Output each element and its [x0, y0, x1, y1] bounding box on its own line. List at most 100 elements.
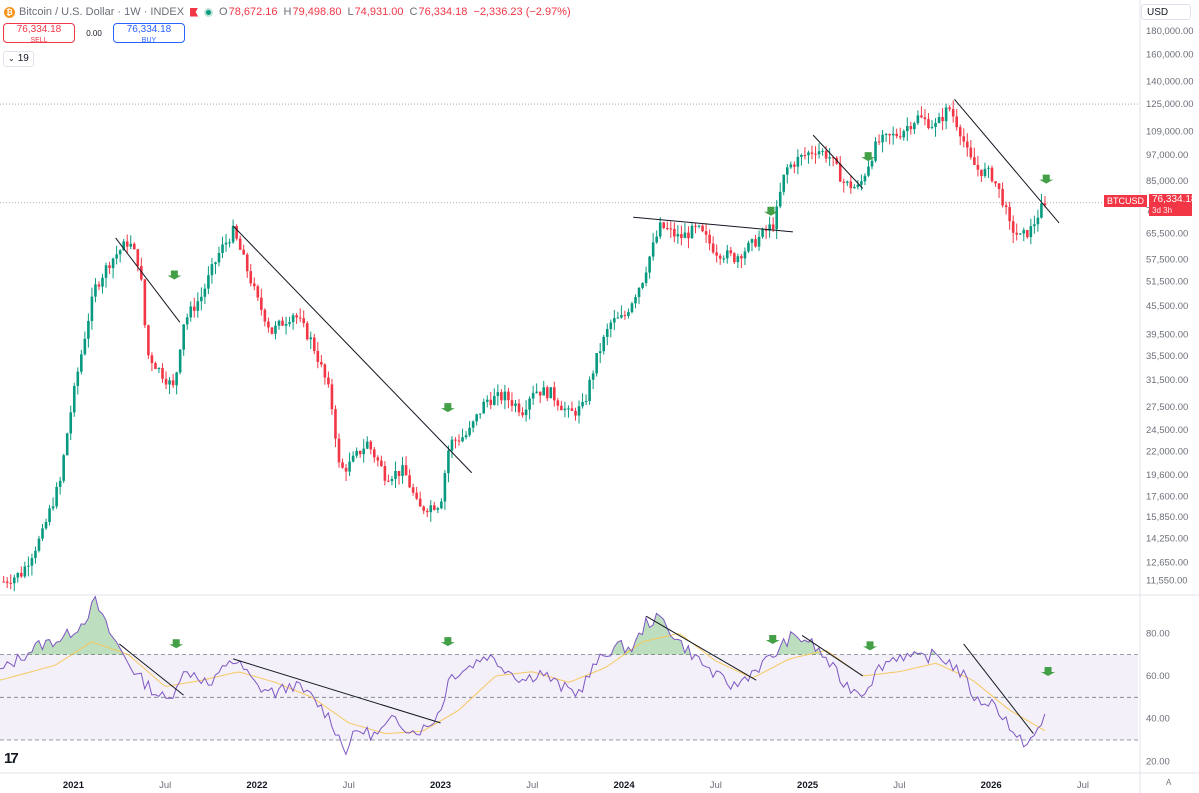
candle-body	[411, 487, 415, 493]
candle-body	[983, 168, 987, 177]
candle-body	[69, 412, 73, 434]
rsi-overbought-fill	[17, 597, 937, 655]
currency-button[interactable]: USD	[1141, 4, 1191, 20]
candle-body	[337, 438, 341, 463]
down-arrow-icon	[863, 641, 878, 651]
candle-body	[397, 470, 401, 477]
buy-label: BUY	[141, 37, 157, 44]
price-trendline	[954, 98, 1060, 224]
market-status-icon[interactable]	[204, 7, 214, 17]
candle-body	[701, 225, 704, 232]
price-hlines	[0, 103, 1138, 204]
candle-body	[41, 528, 44, 539]
candle-body	[454, 439, 457, 441]
candle-body	[140, 265, 143, 280]
rsi-trendline	[118, 643, 184, 696]
candle-body	[387, 480, 390, 482]
candle-body	[524, 409, 528, 416]
candle-body	[372, 449, 376, 458]
candle-body	[90, 296, 94, 321]
candle-body	[101, 277, 104, 287]
candle-body	[937, 117, 941, 123]
candle-body	[62, 455, 65, 481]
candle-body	[990, 167, 994, 182]
candle-body	[482, 401, 486, 414]
candle-body	[1001, 188, 1004, 206]
candle-body	[30, 558, 34, 566]
spread-value: 0.00	[86, 28, 102, 38]
time-tick-label: Jul	[526, 780, 538, 791]
flag-icon[interactable]	[190, 7, 199, 17]
candle-series[interactable]	[2, 100, 1047, 592]
candle-body	[295, 315, 298, 318]
candle-body	[20, 572, 23, 577]
price-tick-label: 24,500.00	[1146, 425, 1188, 436]
tradingview-logo-icon[interactable]: 17	[4, 750, 19, 767]
signal-arrows	[167, 152, 1056, 676]
candle-body	[881, 134, 884, 143]
candle-body	[104, 265, 108, 278]
close-value: 76,334.18	[418, 6, 468, 18]
candle-body	[298, 317, 302, 319]
candle-body	[12, 577, 16, 584]
candle-body	[249, 271, 253, 284]
down-arrow-icon	[763, 206, 778, 216]
candle-body	[369, 441, 373, 450]
time-tick-label: Jul	[710, 780, 722, 791]
candle-body	[620, 315, 623, 318]
candle-body	[242, 249, 245, 255]
candle-body	[34, 550, 37, 559]
auto-scale-button[interactable]: A	[1166, 778, 1172, 787]
candle-body	[747, 242, 750, 252]
candle-body	[920, 115, 923, 118]
candle-body	[838, 163, 842, 182]
candle-body	[845, 181, 849, 183]
candle-body	[923, 117, 927, 120]
price-tick-label: 27,500.00	[1146, 402, 1188, 413]
down-arrow-icon	[167, 270, 182, 280]
price-tick-label: 160,000.00	[1146, 50, 1194, 61]
symbol-title[interactable]: Bitcoin / U.S. Dollar · 1W · INDEX	[19, 6, 185, 18]
rsi-lines[interactable]	[0, 595, 1048, 756]
candle-body	[944, 107, 948, 122]
candle-body	[521, 412, 524, 416]
candle-body	[665, 227, 669, 229]
time-tick-label: 2025	[797, 780, 819, 791]
candle-body	[323, 364, 327, 378]
candle-body	[496, 392, 500, 396]
rsi-tick-label: 60.00	[1146, 671, 1170, 682]
down-arrow-icon	[440, 403, 455, 413]
candle-body	[147, 325, 150, 356]
candle-body	[37, 538, 41, 551]
candle-body	[157, 368, 161, 370]
axes: 180,000.00 160,000.00 140,000.00 125,000.00…	[63, 26, 1194, 791]
rsi-trendline	[963, 643, 1034, 734]
down-arrow-icon	[440, 637, 455, 647]
rsi-trendlines	[118, 615, 1034, 734]
price-trendline	[232, 225, 473, 474]
last-price-tag: 76,334.18 3d 3h	[1149, 194, 1197, 216]
candle-body	[348, 461, 351, 472]
sell-button[interactable]: 76,334.18 SELL	[3, 23, 75, 44]
candle-body	[913, 123, 916, 130]
indicators-toggle-button[interactable]: ⌄ 19	[3, 51, 34, 67]
candle-body	[807, 152, 810, 156]
candle-body	[577, 406, 581, 416]
candle-body	[662, 222, 666, 228]
candle-body	[108, 265, 111, 269]
candle-body	[785, 167, 789, 175]
candle-body	[973, 157, 976, 165]
candle-body	[175, 372, 178, 386]
candle-body	[468, 427, 471, 436]
candle-body	[870, 160, 874, 167]
candle-body	[761, 229, 764, 237]
candle-body	[722, 258, 726, 260]
candle-body	[778, 191, 782, 207]
candle-body	[905, 126, 909, 132]
buy-button[interactable]: 76,334.18 BUY	[113, 23, 185, 44]
candle-body	[510, 400, 514, 406]
rsi-ma-line	[0, 633, 1046, 734]
candle-body	[27, 565, 30, 567]
candle-body	[493, 395, 496, 405]
